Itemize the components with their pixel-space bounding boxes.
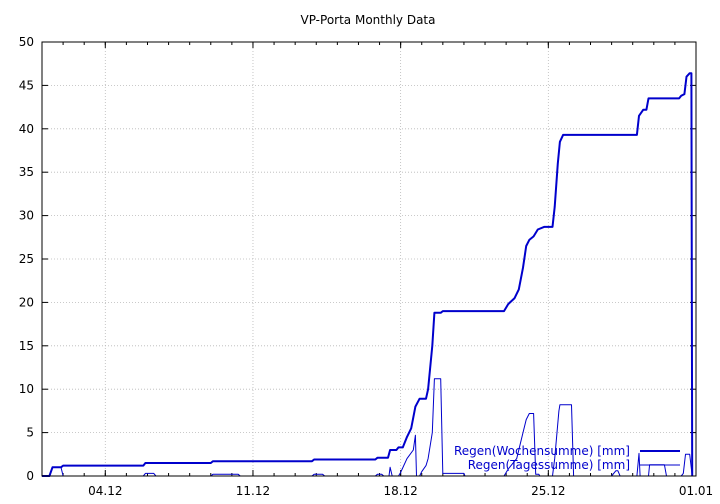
x-tick-label: 04.12: [88, 484, 122, 498]
legend: Regen(Wochensumme) [mm]Regen(Tagessumme)…: [454, 444, 680, 472]
legend-label-1: Regen(Wochensumme) [mm]: [454, 444, 630, 458]
y-tick-label: 40: [19, 122, 34, 136]
grid: [42, 42, 696, 476]
y-tick-label: 25: [19, 252, 34, 266]
y-tick-label: 30: [19, 209, 34, 223]
y-tick-label: 5: [26, 426, 34, 440]
y-tick-label: 0: [26, 469, 34, 483]
y-tick-label: 50: [19, 35, 34, 49]
plot-frame: [41, 41, 697, 477]
axes: 0 5 10 15 20 25 30 35 40 45 50 04.12 11.12 18.12 25.12…: [19, 35, 713, 498]
series-line-1: [42, 72, 694, 477]
y-tick-label: 10: [19, 382, 34, 396]
y-tick-label: 45: [19, 78, 34, 92]
x-tick-label: 01.01: [679, 484, 713, 498]
chart-title: VP-Porta Monthly Data: [301, 13, 436, 27]
x-tick-label: 25.12: [531, 484, 565, 498]
y-tick-label: 15: [19, 339, 34, 353]
y-tick-label: 35: [19, 165, 34, 179]
x-tick-label: 18.12: [383, 484, 417, 498]
legend-label-2: Regen(Tagessumme) [mm]: [468, 458, 630, 472]
y-tick-label: 20: [19, 295, 34, 309]
x-tick-label: 11.12: [236, 484, 270, 498]
